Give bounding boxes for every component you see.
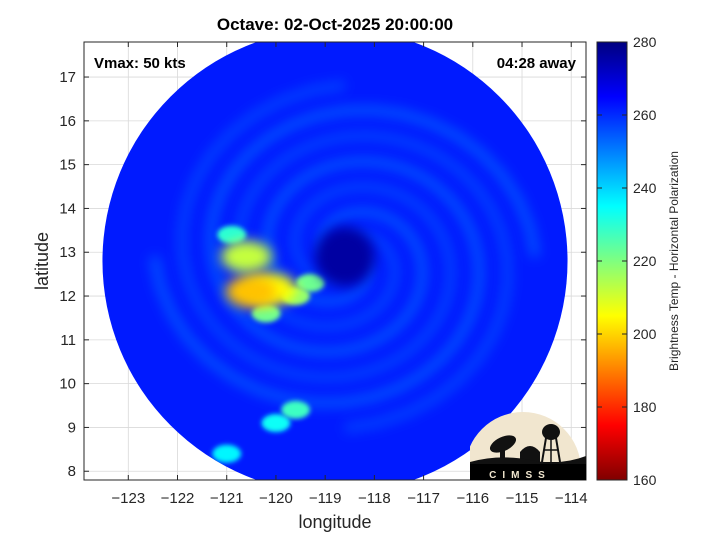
cimss-logo-text: CIMSS: [489, 470, 551, 481]
cimss-logo: CIMSS: [470, 412, 586, 481]
spiral-band: [205, 105, 541, 358]
convection-cell: [212, 444, 242, 463]
y-tick-label: 13: [59, 244, 76, 261]
colorbar-tick-label: 220: [633, 253, 657, 269]
axes-frame: [83, 41, 587, 481]
y-tick-label: 9: [68, 419, 76, 436]
x-tick-label: −122: [161, 490, 195, 507]
y-tick-label: 16: [59, 113, 76, 130]
x-tick-label: −117: [407, 490, 440, 507]
y-tick-label: 15: [59, 157, 76, 174]
x-tick-label: −115: [506, 490, 539, 507]
convection-features: [212, 225, 325, 463]
colorbar: 160 180 200 220 240 260 280 Brightness Temp - …: [596, 34, 681, 488]
colorbar-tick-label: 260: [633, 107, 657, 123]
convection-cell: [251, 304, 281, 323]
spiral-band: [177, 79, 456, 383]
vmax-annotation: Vmax: 50 kts: [94, 55, 186, 72]
x-axis-ticks: −123 −122 −121 −120 −119 −118 −117 −116 −115 −114: [111, 42, 588, 507]
convection-cell: [217, 225, 247, 244]
y-axis-label: latitude: [32, 232, 52, 290]
microwave-swath: [102, 42, 568, 480]
convection-cell: [295, 273, 325, 292]
x-tick-label: −114: [555, 490, 588, 507]
colorbar-tick-label: 160: [633, 472, 657, 488]
storm-eye: [314, 226, 375, 287]
distance-annotation: 04:28 away: [497, 55, 577, 72]
y-tick-label: 10: [59, 376, 76, 393]
colorbar-tick-label: 240: [633, 180, 657, 196]
convection-cell: [261, 414, 291, 433]
x-tick-label: −116: [456, 490, 489, 507]
spiral-band: [149, 156, 485, 409]
x-tick-label: −118: [358, 490, 391, 507]
colorbar-tick-label: 200: [633, 326, 657, 342]
y-tick-label: 17: [59, 69, 76, 86]
chart-title: Octave: 02-Oct-2025 20:00:00: [217, 15, 453, 34]
convection-cell: [225, 275, 277, 308]
colorbar-ticks: 160 180 200 220 240 260 280: [597, 34, 657, 488]
y-axis-ticks: 8 9 10 11 12 13 14 15 16 17: [59, 69, 586, 480]
x-tick-label: −121: [210, 490, 244, 507]
x-tick-label: −120: [259, 490, 293, 507]
y-tick-label: 12: [59, 288, 76, 305]
x-tick-label: −119: [309, 490, 342, 507]
y-tick-label: 8: [68, 463, 76, 480]
convection-cell: [220, 240, 273, 273]
y-tick-label: 14: [59, 200, 76, 217]
convection-cell: [281, 400, 311, 419]
colorbar-tick-label: 180: [633, 399, 657, 415]
colorbar-tick-label: 280: [633, 34, 657, 50]
x-tick-label: −123: [111, 490, 145, 507]
colorbar-label: Brightness Temp - Horizontal Polarizatio…: [667, 151, 681, 371]
y-tick-label: 11: [60, 332, 76, 349]
x-axis-label: longitude: [298, 512, 371, 532]
